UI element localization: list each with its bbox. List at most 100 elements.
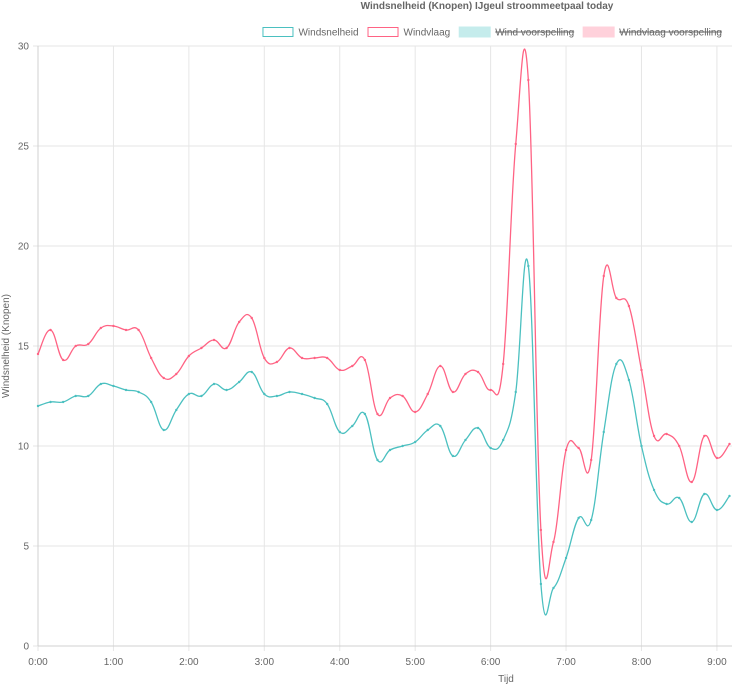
data-point [577,446,580,450]
data-point [49,400,52,404]
data-point [313,396,316,400]
data-point [677,496,681,500]
data-point [552,586,555,590]
data-point [263,392,266,396]
data-point [175,372,178,376]
legend-item-windvlaag-voorspelling[interactable]: Windvlaag voorspelling [582,26,722,39]
legend-label: Windsnelheid [298,28,358,39]
data-point [200,394,203,398]
data-point [413,410,417,414]
series-windsnelheid [36,258,731,616]
data-point [690,480,693,484]
data-point [627,378,631,382]
data-point [187,392,191,396]
data-point [325,356,329,360]
data-point [225,346,228,350]
data-point [74,344,77,348]
data-point [413,440,417,444]
data-point [703,434,706,438]
legend-swatch [582,26,615,38]
legend-item-windsnelheid[interactable]: Windsnelheid [262,27,359,39]
data-point [351,364,354,368]
y-tick-label: 5 [23,542,29,553]
data-point [288,390,291,394]
data-point [728,494,731,498]
data-point [439,424,442,428]
data-point [363,358,367,362]
data-point [212,382,216,386]
data-point [401,394,404,398]
series-layer [36,48,731,616]
data-point [124,328,128,332]
data-point [49,328,52,332]
data-point [162,376,165,380]
x-tick-label: 0:00 [28,657,48,668]
x-tick-label: 5:00 [405,657,425,668]
series-line-windvlaag [37,48,731,580]
data-point [615,362,618,366]
data-point [426,392,429,396]
data-point [589,518,593,522]
data-point [564,448,568,452]
data-point [602,274,605,278]
series-line-windsnelheid [37,258,731,616]
data-point [87,394,90,398]
data-point [577,516,580,520]
y-tick-label: 25 [18,142,30,153]
legend-swatch [262,27,294,37]
data-point [137,328,140,332]
data-point [501,438,505,442]
data-point [715,508,719,512]
data-point [87,342,90,346]
data-point [652,488,656,492]
data-point [288,346,291,350]
y-tick-label: 30 [18,42,30,53]
data-point [451,390,455,394]
data-point [200,346,203,350]
data-point [464,372,467,376]
data-point [476,426,480,430]
data-point [690,520,693,524]
series-windvlaag [36,48,731,580]
data-point [300,356,304,360]
data-point [539,582,543,586]
legend-swatch [367,27,399,37]
data-point [137,390,140,394]
data-point [401,444,404,448]
data-point [703,492,706,496]
data-point [162,428,165,432]
data-point [313,356,316,360]
data-point [351,424,354,428]
legend-item-windvlaag[interactable]: Windvlaag [367,27,451,39]
x-tick-label: 6:00 [481,657,501,668]
data-point [99,326,103,330]
data-point [652,434,656,438]
legend: Windsnelheid Windvlaag Wind voorspelling Wi… [262,26,722,39]
data-point [237,320,241,324]
legend-label: Windvlaag [404,28,451,39]
data-point [36,352,40,356]
data-point [527,264,530,268]
y-axis-title: Windsnelheid (Knopen) [1,294,12,398]
x-tick-label: 4:00 [330,657,350,668]
data-point [275,394,279,398]
data-point [539,528,543,532]
data-point [715,456,719,460]
y-tick-label: 20 [18,242,30,253]
data-point [514,390,517,394]
data-point [175,408,178,412]
data-point [112,324,115,328]
legend-label: Windvlaag voorspelling [619,28,722,39]
legend-item-wind-voorspelling[interactable]: Wind voorspelling [458,26,575,39]
data-point [61,400,65,404]
y-tick-label: 0 [23,642,29,653]
data-point [149,400,153,404]
data-point [627,304,631,308]
data-point [376,458,379,462]
data-point [338,368,341,372]
data-point [112,384,115,388]
data-point [74,394,77,398]
data-point [388,396,392,400]
data-point [363,412,367,416]
